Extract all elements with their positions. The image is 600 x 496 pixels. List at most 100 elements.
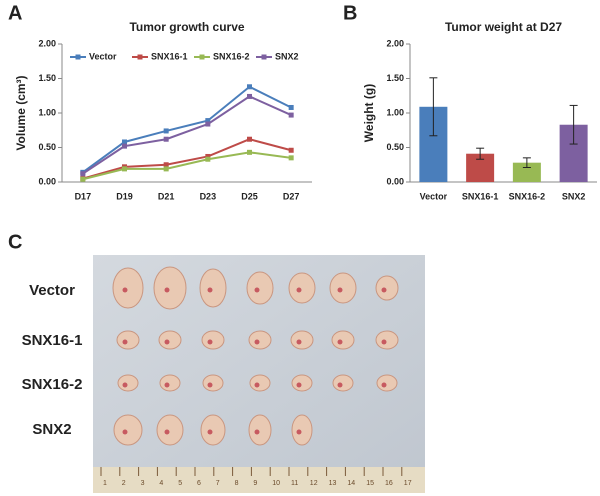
y-tick-label: 2.00 [38, 38, 56, 48]
tumor [288, 272, 316, 304]
chart-title: Tumor growth curve [129, 20, 244, 34]
tumor-spot [207, 287, 213, 293]
legend-label: SNX16-1 [151, 51, 188, 61]
tumor [291, 414, 313, 446]
tumor-spot [122, 287, 128, 293]
tumors [112, 266, 399, 446]
point [247, 149, 252, 155]
row-label: SNX16-1 [22, 332, 83, 349]
point [80, 171, 86, 177]
tumor-spot [337, 339, 343, 345]
point [205, 121, 211, 127]
y-axis-label: Weight (g) [362, 84, 376, 142]
tumor-spot [122, 382, 128, 388]
tumor [199, 268, 227, 308]
tumor [290, 330, 314, 350]
panel-letter: B [343, 2, 357, 24]
tumor-spot [207, 339, 213, 345]
error-bar [476, 147, 485, 160]
tumor-spot [381, 287, 387, 293]
ruler-label: 17 [404, 480, 412, 487]
x-tick-label: D27 [283, 191, 300, 201]
point [205, 118, 211, 124]
tumor [249, 374, 271, 392]
tumor [116, 330, 140, 350]
point [163, 162, 169, 168]
tumor [248, 330, 272, 350]
ruler-label: 14 [347, 480, 355, 487]
tumor [202, 374, 224, 392]
line [82, 138, 292, 180]
ruler-label: 11 [291, 480, 298, 487]
error-bar [522, 157, 531, 169]
row-label: Vector [29, 282, 75, 299]
legend-marker [137, 54, 143, 60]
tumor [200, 414, 226, 446]
point [122, 143, 127, 149]
y-tick-label: 0.00 [386, 176, 404, 186]
tumor [248, 414, 272, 446]
x-tick-label: SNX2 [562, 191, 586, 201]
tumor [112, 267, 144, 309]
tumor-spot [122, 429, 128, 435]
tumor [375, 330, 399, 350]
tumor-spot [207, 429, 213, 435]
x-tick-label: D17 [75, 191, 92, 201]
y-tick-label: 1.00 [38, 107, 56, 117]
panel-letter: C [8, 231, 22, 253]
row-label: SNX16-2 [22, 376, 83, 393]
tumor-spot [337, 287, 343, 293]
point [288, 155, 294, 161]
tumor-spot [254, 429, 260, 435]
x-tick-label: Vector [420, 191, 448, 201]
ruler-label: 15 [366, 480, 374, 487]
tumor-spot [164, 287, 170, 293]
ruler-label: 5 [178, 480, 182, 487]
point [80, 176, 86, 182]
line [82, 95, 292, 175]
ruler-label: 3 [141, 480, 145, 487]
tumor [375, 275, 399, 301]
chart-title: Tumor weight at D27 [445, 20, 562, 34]
tumor-spot [122, 339, 128, 345]
y-tick-label: 0.50 [38, 142, 56, 152]
y-tick-label: 1.50 [386, 73, 404, 83]
point [122, 139, 127, 145]
legend-marker [199, 54, 205, 60]
tumor-spot [296, 339, 302, 345]
y-tick-label: 2.00 [386, 38, 404, 48]
ruler-label: 12 [310, 480, 318, 487]
x-tick-label: D25 [241, 191, 258, 201]
tumor-spot [164, 339, 170, 345]
tumor-spot [164, 382, 170, 388]
tumor-spot [337, 382, 343, 388]
tumor [117, 374, 139, 392]
x-tick-label: D21 [158, 191, 175, 201]
tumor [331, 330, 355, 350]
y-axis-label: Volume (cm³) [14, 75, 28, 150]
row-label: SNX2 [32, 421, 71, 438]
legend-marker [75, 54, 81, 60]
tumor-spot [296, 287, 302, 293]
point [205, 156, 211, 162]
ruler-label: 9 [253, 480, 257, 487]
tumor [329, 272, 357, 304]
error-bar [429, 77, 438, 137]
point [288, 104, 294, 110]
line [82, 151, 292, 181]
tumor-spot [254, 339, 260, 345]
tumor-spot [164, 429, 170, 435]
ruler-label: 13 [329, 480, 337, 487]
point [163, 166, 169, 172]
tumor [113, 414, 143, 446]
point [163, 136, 169, 142]
tumor [156, 414, 184, 446]
tumor [159, 374, 181, 392]
legend-label: SNX16-2 [213, 51, 250, 61]
tumor [153, 266, 187, 310]
tumor-spot [254, 382, 260, 388]
point [122, 166, 127, 172]
line [82, 85, 292, 174]
point [288, 112, 294, 118]
